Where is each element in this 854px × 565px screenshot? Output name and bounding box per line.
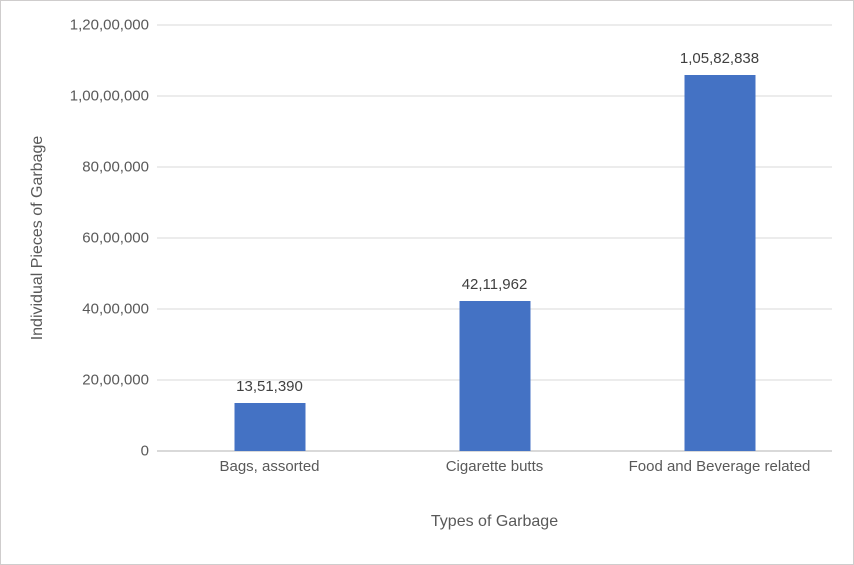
- x-category-label: Bags, assorted: [219, 458, 320, 475]
- y-tick-label: 60,00,000: [82, 229, 149, 247]
- x-category-label: Food and Beverage related: [628, 458, 811, 475]
- y-tick-label: 1,00,00,000: [69, 87, 149, 105]
- bar: [684, 75, 755, 451]
- bar-value-label: 13,51,390: [236, 378, 303, 396]
- bar-value-label: 42,11,962: [461, 276, 528, 294]
- bar-value-label: 1,05,82,838: [679, 50, 760, 68]
- bar-slot: 42,11,962: [459, 25, 530, 451]
- y-axis-tick-labels: 0 20,00,000 40,00,000 60,00,000 80,00,000 1,0…: [1, 17, 149, 460]
- gridline: [157, 95, 832, 97]
- y-tick-label: 1,20,00,000: [69, 16, 149, 34]
- x-axis-title: Types of Garbage: [430, 513, 559, 530]
- gridline: [157, 166, 832, 168]
- gridline: [157, 24, 832, 26]
- x-category-label: Cigarette butts: [445, 458, 544, 475]
- bar: [459, 301, 530, 451]
- y-tick-label: 0: [140, 442, 149, 460]
- y-tick-label: 20,00,000: [82, 371, 149, 389]
- x-axis-line: [157, 450, 832, 452]
- bar-slot: 13,51,390: [234, 25, 305, 451]
- plot-area: 13,51,390 42,11,962 1,05,82,838: [157, 24, 832, 452]
- y-tick-label: 40,00,000: [82, 300, 149, 318]
- x-axis-category-labels: Bags, assorted Cigarette butts Food and Be…: [157, 458, 832, 480]
- gridline: [157, 237, 832, 239]
- y-tick-label: 80,00,000: [82, 158, 149, 176]
- bar: [234, 403, 305, 451]
- bar-slot: 1,05,82,838: [680, 25, 759, 451]
